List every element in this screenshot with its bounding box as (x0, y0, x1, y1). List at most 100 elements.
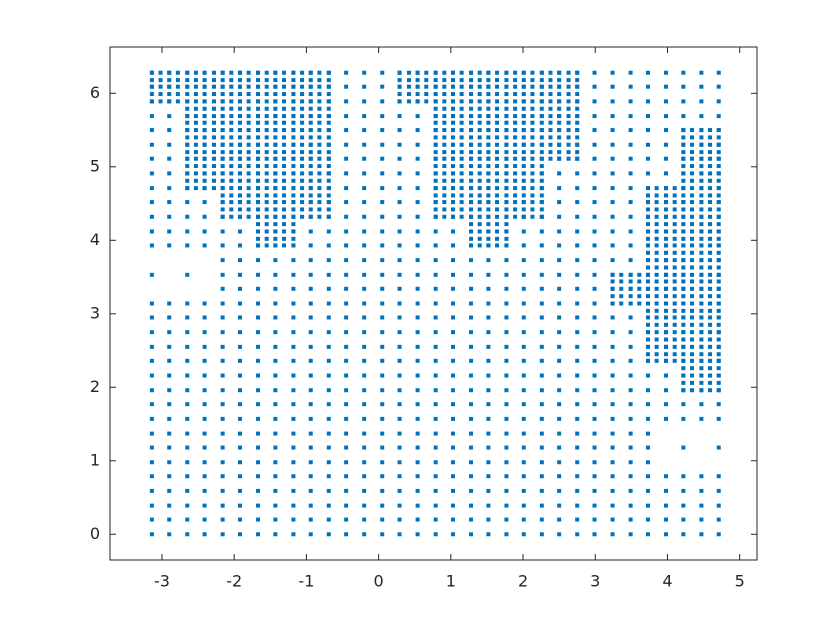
point (513, 135, 518, 140)
point (575, 402, 580, 407)
point (308, 416, 313, 421)
point (220, 193, 225, 198)
point (645, 207, 650, 212)
point (256, 186, 261, 191)
point (575, 156, 580, 161)
point (513, 171, 518, 176)
point (149, 532, 154, 537)
point (708, 366, 713, 371)
point (282, 243, 287, 248)
point (415, 373, 420, 378)
point (575, 70, 580, 75)
point (459, 200, 464, 205)
point (211, 92, 216, 97)
point (256, 150, 261, 155)
point (557, 135, 562, 140)
point (256, 135, 261, 140)
point (264, 99, 269, 104)
point (193, 186, 198, 191)
point (681, 402, 686, 407)
point (380, 272, 385, 277)
point (450, 99, 455, 104)
point (326, 171, 331, 176)
point (202, 532, 207, 537)
point (344, 272, 349, 277)
point (317, 128, 322, 133)
point (308, 330, 313, 335)
point (229, 214, 234, 219)
point (237, 142, 242, 147)
point (300, 156, 305, 161)
point (530, 99, 535, 104)
point (291, 236, 296, 241)
point (628, 286, 633, 291)
point (237, 388, 242, 393)
point (654, 286, 659, 291)
point (699, 294, 704, 299)
point (504, 171, 509, 176)
point (362, 330, 367, 335)
point (362, 171, 367, 176)
point (521, 388, 526, 393)
point (273, 460, 278, 465)
point (592, 358, 597, 363)
point (548, 156, 553, 161)
point (291, 135, 296, 140)
point (291, 503, 296, 508)
point (300, 207, 305, 212)
point (308, 178, 313, 183)
point (664, 315, 669, 320)
point (504, 70, 509, 75)
point (308, 92, 313, 97)
point (628, 503, 633, 508)
point (664, 200, 669, 205)
point (566, 156, 571, 161)
point (504, 142, 509, 147)
point (495, 207, 500, 212)
point (628, 358, 633, 363)
point (415, 503, 420, 508)
point (291, 301, 296, 306)
point (273, 272, 278, 277)
point (708, 193, 713, 198)
point (291, 186, 296, 191)
point (681, 344, 686, 349)
point (397, 214, 402, 219)
point (202, 330, 207, 335)
point (433, 388, 438, 393)
point (326, 431, 331, 436)
point (477, 92, 482, 97)
point (672, 330, 677, 335)
point (415, 186, 420, 191)
point (681, 503, 686, 508)
point (397, 416, 402, 421)
point (495, 84, 500, 89)
point (211, 128, 216, 133)
point (628, 114, 633, 119)
point (433, 106, 438, 111)
point (220, 114, 225, 119)
point (716, 301, 721, 306)
point (273, 128, 278, 133)
point (504, 243, 509, 248)
point (362, 142, 367, 147)
point (202, 156, 207, 161)
point (716, 402, 721, 407)
point (575, 128, 580, 133)
point (300, 128, 305, 133)
point (237, 186, 242, 191)
point (690, 330, 695, 335)
point (442, 99, 447, 104)
point (716, 337, 721, 342)
point (185, 344, 190, 349)
point (504, 193, 509, 198)
point (495, 150, 500, 155)
point (424, 70, 429, 75)
point (459, 70, 464, 75)
point (716, 416, 721, 421)
point (415, 474, 420, 479)
point (362, 503, 367, 508)
point (664, 517, 669, 522)
point (459, 128, 464, 133)
point (486, 373, 491, 378)
